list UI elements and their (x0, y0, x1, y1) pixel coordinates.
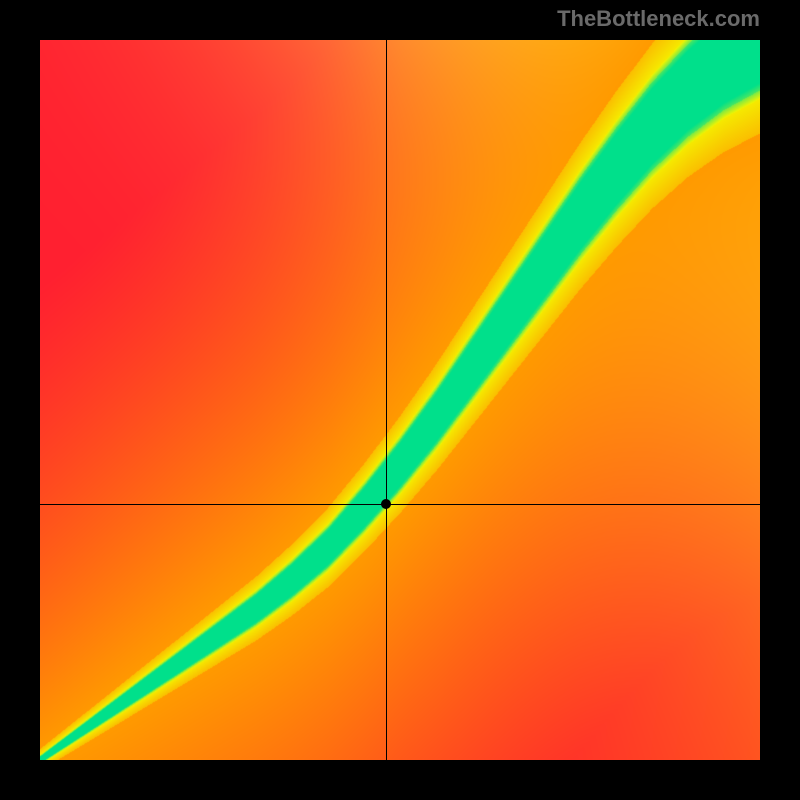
marker-dot (381, 499, 391, 509)
crosshair-horizontal (40, 504, 760, 505)
crosshair-vertical (386, 40, 387, 760)
watermark-text: TheBottleneck.com (557, 6, 760, 32)
heatmap-canvas (40, 40, 760, 760)
bottleneck-heatmap (40, 40, 760, 760)
